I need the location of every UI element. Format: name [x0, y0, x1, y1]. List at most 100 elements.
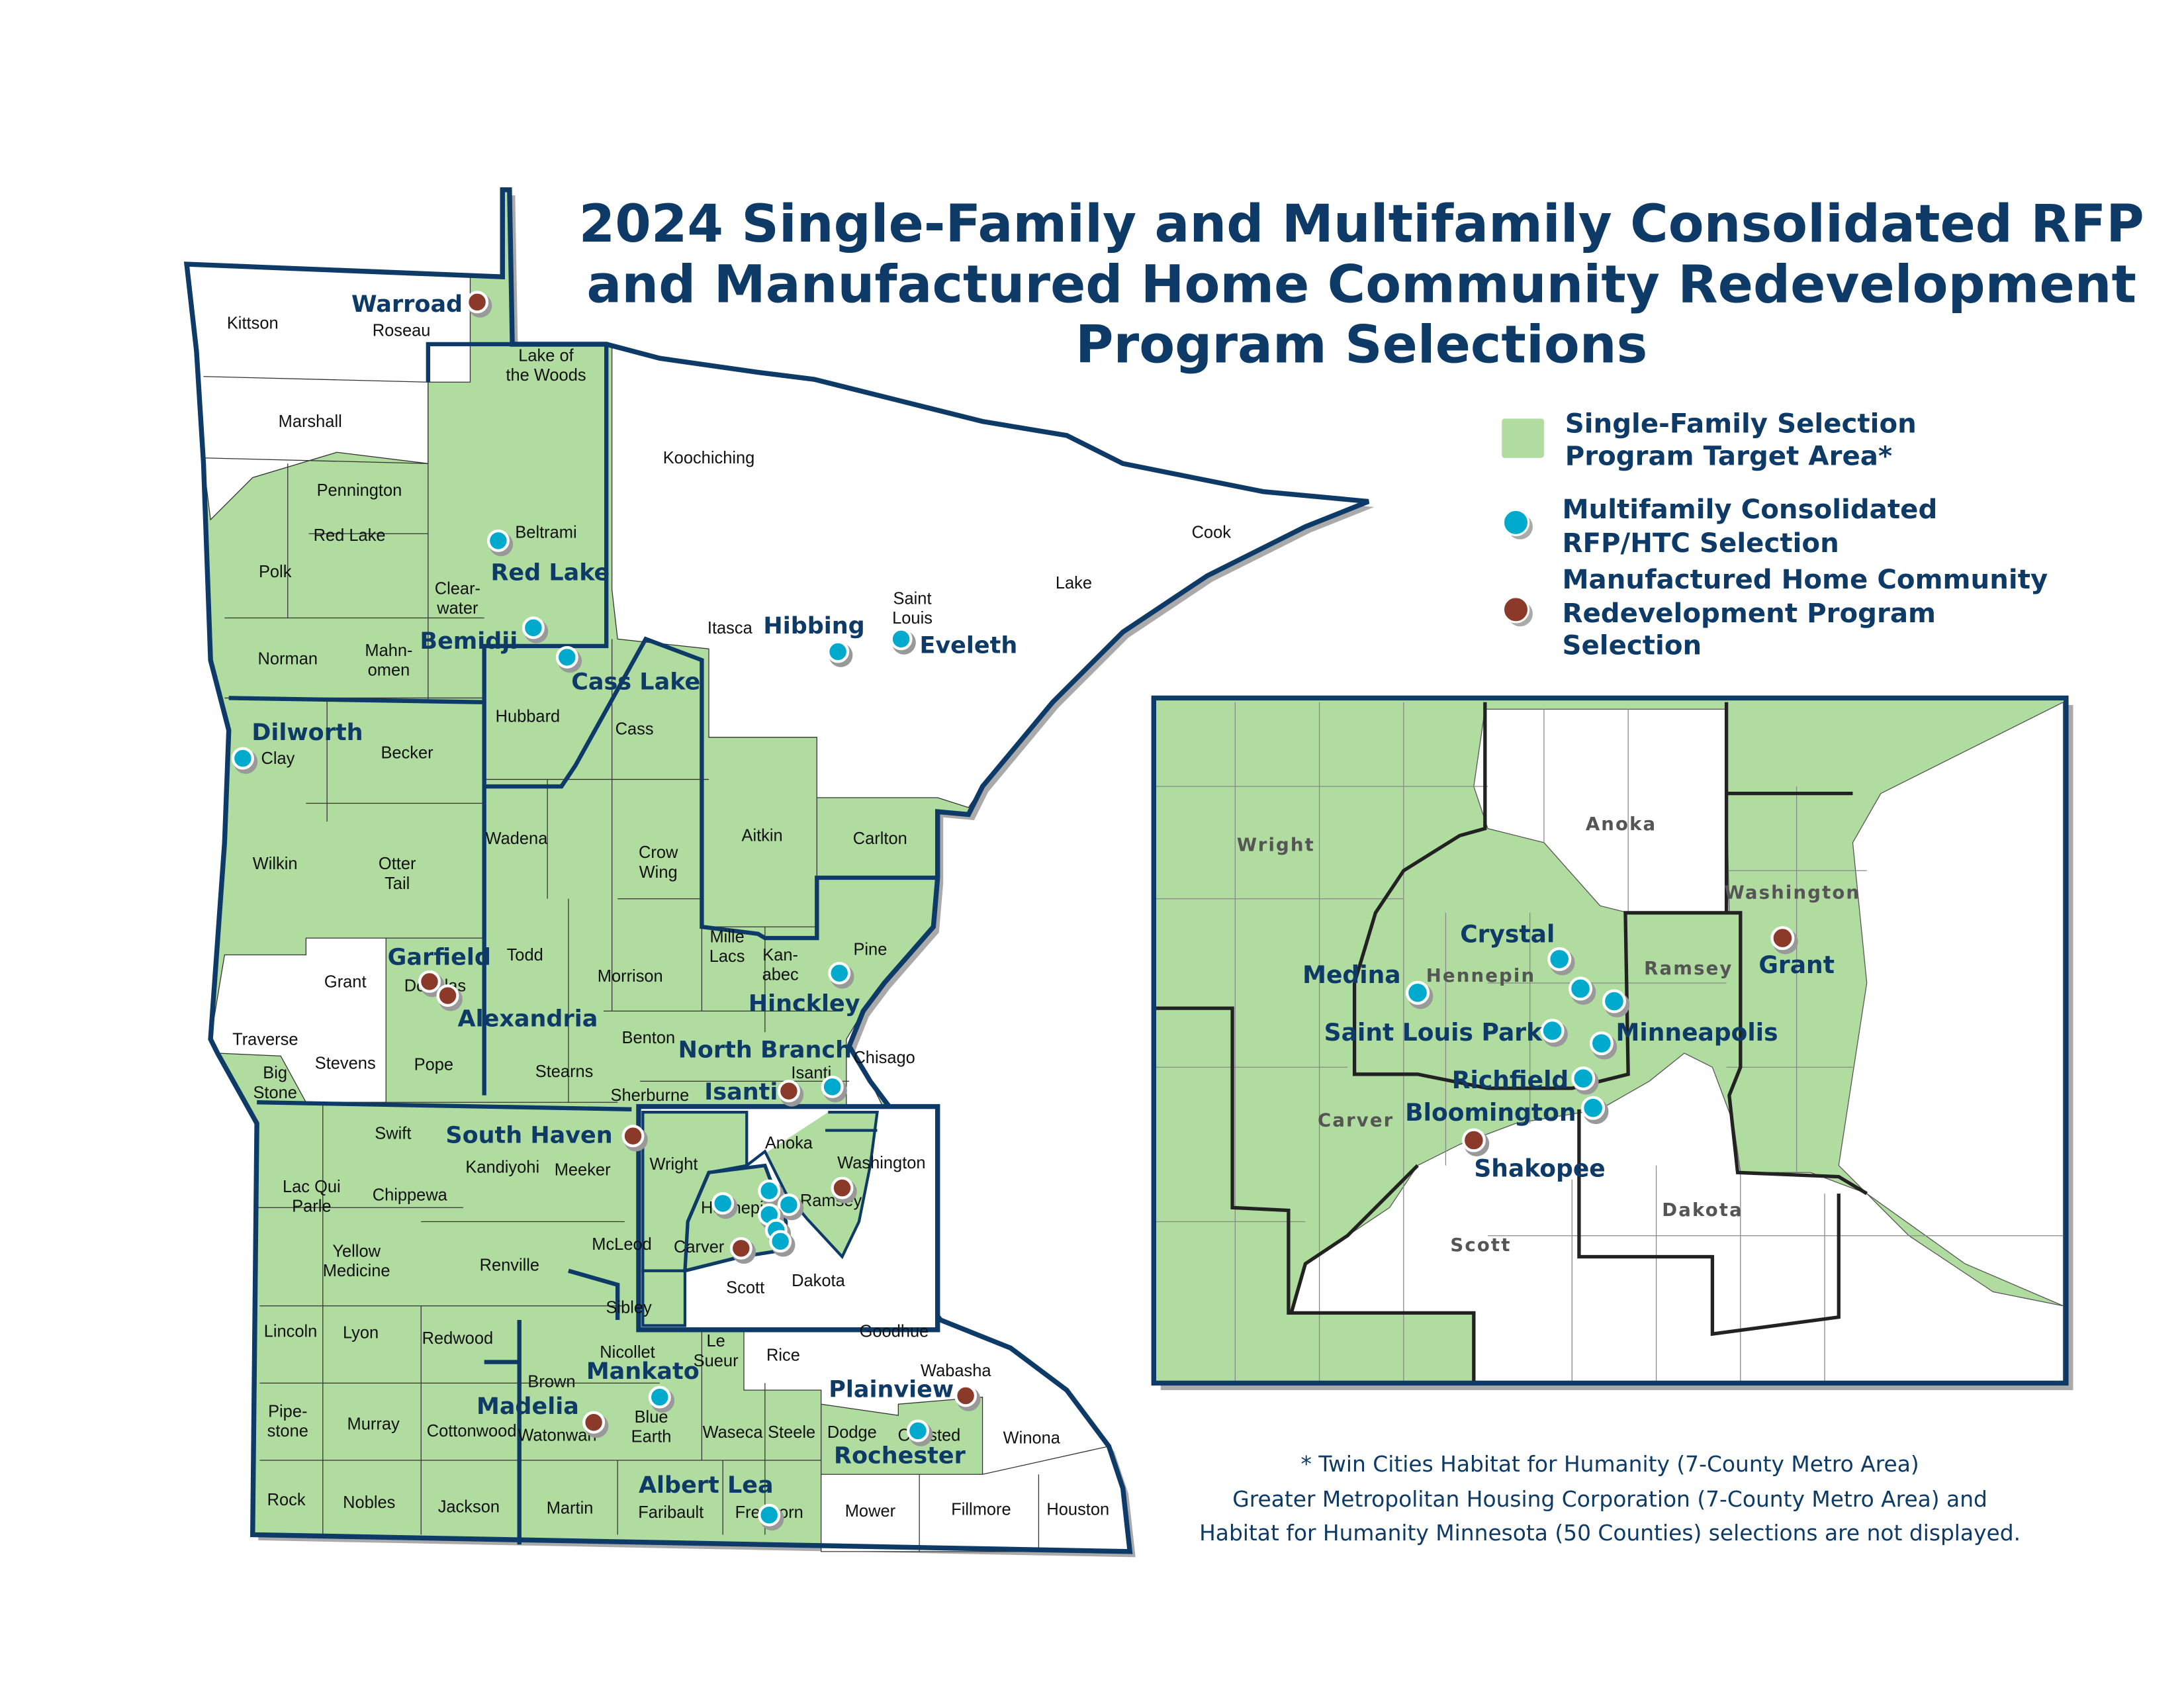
multifamily-selection-marker-icon[interactable] [758, 1503, 781, 1526]
multifamily-selection-marker-icon[interactable] [1406, 980, 1430, 1005]
county-label-brown: Brown [527, 1373, 575, 1391]
multifamily-selection-marker-icon[interactable] [555, 645, 578, 669]
county-label-roseau: Roseau [373, 321, 431, 340]
city-label-hinckley: Hinckley [749, 990, 860, 1017]
manufactured-home-selection-marker-icon[interactable] [621, 1125, 645, 1148]
county-label-rice: Rice [766, 1346, 800, 1364]
multifamily-selection-marker-icon[interactable] [777, 1194, 800, 1217]
footnote-line: Greater Metropolitan Housing Corporation… [1232, 1486, 1987, 1512]
county-label-lyon: Lyon [343, 1324, 379, 1342]
multifamily-selection-marker-icon[interactable] [1589, 1031, 1614, 1056]
multifamily-selection-marker-icon[interactable] [907, 1419, 929, 1442]
county-label-koochiching: Koochiching [663, 449, 755, 467]
county-label-traverse: Traverse [232, 1030, 298, 1049]
inset-county-labels: Wright Anoka Washington Hennepin Ramsey Carve… [1237, 813, 1859, 1256]
multifamily-selection-marker-icon[interactable] [1569, 976, 1593, 1001]
multifamily-selection-marker-icon[interactable] [827, 640, 850, 663]
county-label-morrison: Morrison [598, 967, 663, 986]
multifamily-selection-marker-icon[interactable] [1602, 989, 1626, 1013]
city-label-isanti: Isanti [704, 1079, 778, 1105]
inset-city-boundaries [1154, 702, 2064, 1383]
county-label-sibley: Sibley [606, 1298, 652, 1317]
city-label-rochester: Rochester [834, 1442, 966, 1469]
county-label-scott: Scott [726, 1279, 764, 1297]
county-label-big-stone: Big Stone [253, 1064, 296, 1102]
multifamily-selection-marker-icon[interactable] [758, 1179, 781, 1202]
county-label-kittson: Kittson [227, 314, 279, 333]
multifamily-selection-marker-icon[interactable] [889, 628, 913, 651]
city-labels: Warroad Red Lake Bemidji Cass Lake Hibbing Ev… [251, 291, 1017, 1499]
inset-city-label-grant: Grant [1758, 951, 1835, 979]
county-label-blue-earth: Blue Earth [631, 1408, 672, 1446]
county-label-pipe-stone: Pipe-stone [267, 1402, 308, 1440]
city-label-alexandria: Alexandria [458, 1006, 598, 1033]
legend-target-area-swatch [1502, 418, 1544, 458]
metro-inset-map: Wright Anoka Washington Hennepin Ramsey Carve… [1151, 695, 2073, 1390]
county-label-grant: Grant [324, 972, 367, 991]
county-label-redwood: Redwood [422, 1329, 493, 1348]
county-label-meeker: Meeker [555, 1161, 611, 1180]
city-label-mankato: Mankato [586, 1358, 700, 1385]
multifamily-selection-marker-icon[interactable] [1581, 1096, 1606, 1120]
manufactured-home-selection-marker-icon[interactable] [1461, 1128, 1486, 1152]
legend: Single-Family Selection Program Target A… [1502, 408, 2048, 661]
inset-city-label-medina: Medina [1302, 961, 1400, 989]
multifamily-selection-marker-icon[interactable] [231, 747, 254, 770]
county-label-watonwan: Watonwan [518, 1426, 596, 1444]
county-label-norman: Norman [258, 650, 318, 669]
manufactured-home-selection-marker-icon[interactable] [954, 1384, 978, 1407]
county-label-dakota: Dakota [792, 1272, 845, 1290]
legend-label: Program Target Area* [1565, 440, 1892, 471]
manufactured-home-selection-marker-icon[interactable] [777, 1080, 800, 1103]
manufactured-home-selection-marker-icon[interactable] [729, 1237, 752, 1260]
manufactured-home-selection-marker-icon[interactable] [418, 970, 441, 993]
multifamily-selection-marker-icon[interactable] [1547, 947, 1572, 971]
multifamily-selection-marker-icon[interactable] [648, 1385, 671, 1409]
county-label-cottonwood: Cottonwood [427, 1422, 517, 1440]
legend-label: Multifamily Consolidated [1562, 494, 1937, 525]
manufactured-home-selection-marker-icon[interactable] [831, 1176, 854, 1199]
county-label-otter-tail: Otter Tail [379, 855, 416, 893]
legend-multifamily-dot-icon [1502, 508, 1530, 537]
manufactured-home-selection-marker-icon[interactable] [1770, 926, 1795, 951]
city-label-eveleth: Eveleth [919, 633, 1017, 659]
inset-city-label-minneapolis: Minneapolis [1616, 1019, 1778, 1047]
inset-county-label-anoka: Anoka [1586, 813, 1657, 835]
multifamily-selection-marker-icon[interactable] [1540, 1019, 1565, 1043]
manufactured-home-selection-marker-icon[interactable] [466, 291, 489, 314]
footnote: * Twin Cities Habitat for Humanity (7-Co… [1199, 1451, 2021, 1546]
multifamily-selection-marker-icon[interactable] [769, 1230, 792, 1253]
county-label-hubbard: Hubbard [496, 707, 561, 726]
county-label-benton: Benton [622, 1029, 676, 1047]
multifamily-selection-marker-icon[interactable] [486, 529, 510, 552]
county-label-mcleod: McLeod [592, 1235, 652, 1254]
county-label-pennington: Pennington [317, 481, 402, 500]
multifamily-selection-marker-icon[interactable] [1571, 1066, 1596, 1091]
inset-county-label-scott: Scott [1450, 1234, 1511, 1256]
county-label-stearns: Stearns [535, 1062, 594, 1081]
city-label-north-branch: North Branch [678, 1037, 852, 1063]
county-label-waseca: Waseca [703, 1423, 764, 1442]
county-label-clear-water: Clear-water [435, 579, 480, 618]
inset-city-label-saint-louis-park: Saint Louis Park [1324, 1019, 1543, 1047]
selection-markers [231, 291, 981, 1531]
county-label-martin: Martin [547, 1499, 594, 1518]
county-label-kan-abec: Kan-abec [762, 946, 799, 984]
legend-label: Single-Family Selection [1565, 408, 1917, 440]
manufactured-home-selection-marker-icon[interactable] [436, 984, 459, 1008]
county-label-polk: Polk [259, 563, 292, 581]
manufactured-home-selection-marker-icon[interactable] [582, 1411, 606, 1434]
multifamily-selection-marker-icon[interactable] [711, 1192, 735, 1215]
county-label-clay: Clay [261, 749, 295, 768]
county-label-lake: Lake [1056, 574, 1092, 592]
inset-selection-markers [1406, 926, 1798, 1156]
county-label-carver: Carver [674, 1238, 725, 1256]
multifamily-selection-marker-icon[interactable] [522, 616, 545, 639]
county-label-mahn-omen: Mahn-omen [365, 641, 412, 680]
multifamily-selection-marker-icon[interactable] [821, 1075, 844, 1098]
county-label-winona: Winona [1003, 1429, 1061, 1448]
county-label-wabasha: Wabasha [921, 1362, 991, 1380]
city-label-red-lake: Red Lake [490, 559, 610, 586]
multifamily-selection-marker-icon[interactable] [828, 962, 851, 985]
city-label-warroad: Warroad [351, 291, 463, 318]
